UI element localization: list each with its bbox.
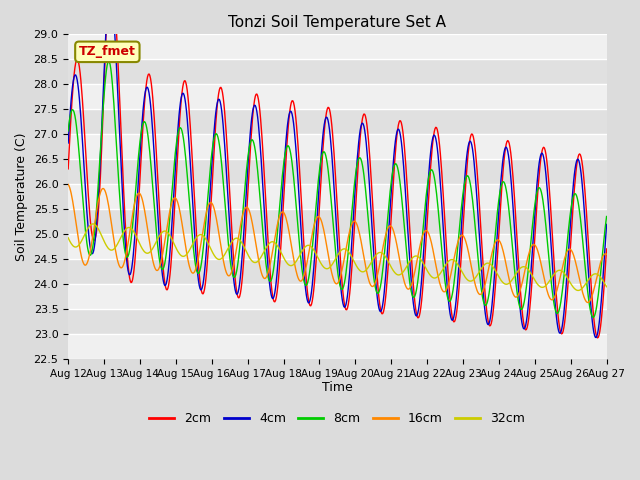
8cm xyxy=(64,128,72,134)
32cm xyxy=(419,260,427,266)
Bar xyxy=(68,309,607,334)
4cm xyxy=(419,257,427,263)
4cm xyxy=(592,335,600,340)
32cm xyxy=(89,221,97,227)
4cm xyxy=(130,243,138,249)
8cm xyxy=(603,214,611,219)
Title: Tonzi Soil Temperature Set A: Tonzi Soil Temperature Set A xyxy=(228,15,446,30)
Line: 8cm: 8cm xyxy=(68,61,607,317)
Legend: 2cm, 4cm, 8cm, 16cm, 32cm: 2cm, 4cm, 8cm, 16cm, 32cm xyxy=(145,408,531,431)
16cm xyxy=(64,181,72,187)
Bar xyxy=(68,184,607,209)
16cm xyxy=(212,216,220,222)
2cm xyxy=(130,266,138,272)
32cm xyxy=(130,229,138,235)
Bar xyxy=(68,284,607,309)
2cm xyxy=(185,102,193,108)
Bar xyxy=(68,209,607,234)
2cm xyxy=(74,57,82,63)
Bar xyxy=(68,134,607,159)
4cm xyxy=(404,220,412,226)
Text: TZ_fmet: TZ_fmet xyxy=(79,45,136,58)
32cm xyxy=(64,235,72,240)
Line: 32cm: 32cm xyxy=(68,224,607,290)
16cm xyxy=(419,234,426,240)
4cm xyxy=(64,140,72,146)
32cm xyxy=(185,249,193,254)
16cm xyxy=(184,257,192,263)
2cm xyxy=(594,335,602,341)
Bar xyxy=(68,259,607,284)
32cm xyxy=(404,263,412,268)
Y-axis label: Soil Temperature (C): Soil Temperature (C) xyxy=(15,132,28,261)
4cm xyxy=(213,100,221,106)
Bar xyxy=(68,109,607,134)
2cm xyxy=(213,103,221,109)
8cm xyxy=(213,132,221,138)
16cm xyxy=(129,207,137,213)
2cm xyxy=(603,246,611,252)
Bar xyxy=(68,159,607,184)
2cm xyxy=(64,166,72,172)
4cm xyxy=(74,82,82,87)
Line: 2cm: 2cm xyxy=(68,0,607,338)
8cm xyxy=(589,314,597,320)
Line: 16cm: 16cm xyxy=(68,184,607,302)
8cm xyxy=(74,137,82,143)
8cm xyxy=(130,206,138,212)
Bar xyxy=(68,84,607,109)
4cm xyxy=(603,221,611,227)
Bar xyxy=(68,334,607,359)
X-axis label: Time: Time xyxy=(322,382,353,395)
16cm xyxy=(584,300,592,305)
Bar xyxy=(68,34,607,59)
Bar xyxy=(68,59,607,84)
8cm xyxy=(419,225,427,230)
Bar xyxy=(68,234,607,259)
32cm xyxy=(74,243,82,249)
8cm xyxy=(185,191,193,196)
16cm xyxy=(403,285,410,291)
4cm xyxy=(185,136,193,142)
Line: 4cm: 4cm xyxy=(68,0,607,337)
16cm xyxy=(74,233,82,239)
2cm xyxy=(419,281,427,287)
32cm xyxy=(213,256,221,262)
8cm xyxy=(105,58,113,64)
32cm xyxy=(574,288,582,293)
32cm xyxy=(603,284,611,289)
8cm xyxy=(404,258,412,264)
16cm xyxy=(603,252,611,257)
2cm xyxy=(404,187,412,192)
